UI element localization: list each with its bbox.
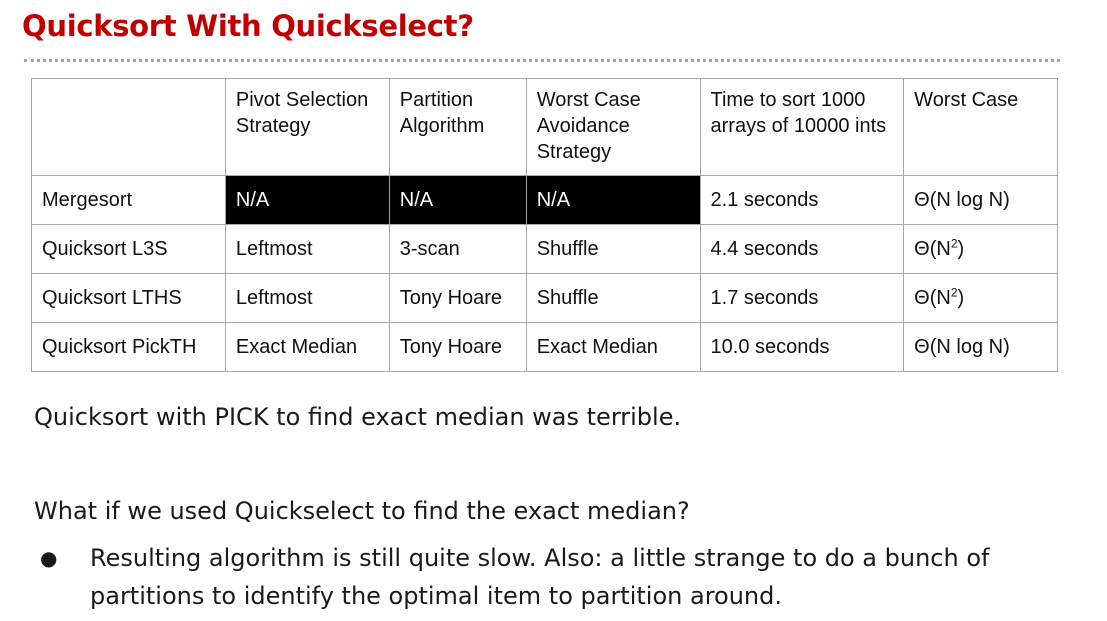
table-header-row: Pivot Selection Strategy Partition Algor… [31, 78, 1058, 176]
worst-case-cell: Θ(N2) [903, 224, 1058, 274]
row-name-cell: Quicksort LTHS [31, 273, 226, 323]
worst-case-base: Θ(N log N) [914, 189, 1010, 211]
header-cell: Worst Case [903, 78, 1058, 176]
slide-title: Quicksort With Quickselect? [22, 9, 474, 43]
time-cell: 2.1 seconds [699, 175, 905, 225]
worst-case-cell: Θ(N log N) [903, 175, 1058, 225]
worst-case-base: Θ(N [914, 287, 951, 309]
paragraph-question: What if we used Quickselect to find the … [34, 497, 690, 525]
bullet-marker: ● [40, 546, 58, 570]
bullet-item: ● Resulting algorithm is still quite slo… [40, 539, 1040, 615]
worst-case-cell: Θ(N2) [903, 273, 1058, 323]
worst-case-exponent: 2 [950, 236, 958, 251]
row-name-cell: Quicksort L3S [31, 224, 226, 274]
partition-cell: N/A [388, 175, 527, 225]
table-row: Quicksort LTHS Leftmost Tony Hoare Shuff… [31, 273, 1058, 323]
worst-case-exponent: 2 [950, 285, 958, 300]
worst-case-base: Θ(N [914, 238, 951, 260]
worst-case-base: Θ(N log N) [914, 336, 1010, 358]
time-cell: 4.4 seconds [699, 224, 905, 274]
partition-cell: Tony Hoare [388, 273, 527, 323]
partition-cell: 3-scan [388, 224, 527, 274]
pivot-cell: N/A [224, 175, 390, 225]
comparison-table: Pivot Selection Strategy Partition Algor… [31, 78, 1058, 372]
row-name-cell: Mergesort [31, 175, 226, 225]
title-divider [24, 59, 1060, 62]
header-cell: Partition Algorithm [388, 78, 527, 176]
avoidance-cell: Shuffle [525, 224, 701, 274]
avoidance-cell: Exact Median [525, 322, 701, 372]
partition-cell: Tony Hoare [388, 322, 527, 372]
pivot-cell: Leftmost [224, 224, 390, 274]
header-cell: Worst Case Avoidance Strategy [525, 78, 701, 176]
bullet-text: Resulting algorithm is still quite slow.… [90, 544, 990, 610]
header-cell [31, 78, 226, 176]
avoidance-cell: N/A [525, 175, 701, 225]
worst-case-tail: ) [957, 287, 965, 309]
row-name-cell: Quicksort PickTH [31, 322, 226, 372]
pivot-cell: Exact Median [224, 322, 390, 372]
table-row: Quicksort PickTH Exact Median Tony Hoare… [31, 322, 1058, 372]
time-cell: 10.0 seconds [699, 322, 905, 372]
table-row: Mergesort N/A N/A N/A 2.1 seconds Θ(N lo… [31, 175, 1058, 225]
pivot-cell: Leftmost [224, 273, 390, 323]
avoidance-cell: Shuffle [525, 273, 701, 323]
time-cell: 1.7 seconds [699, 273, 905, 323]
header-cell: Pivot Selection Strategy [224, 78, 390, 176]
worst-case-cell: Θ(N log N) [903, 322, 1058, 372]
worst-case-tail: ) [957, 238, 965, 260]
table-row: Quicksort L3S Leftmost 3-scan Shuffle 4.… [31, 224, 1058, 274]
header-cell: Time to sort 1000 arrays of 10000 ints [699, 78, 905, 176]
paragraph-pick-result: Quicksort with PICK to find exact median… [34, 403, 682, 431]
